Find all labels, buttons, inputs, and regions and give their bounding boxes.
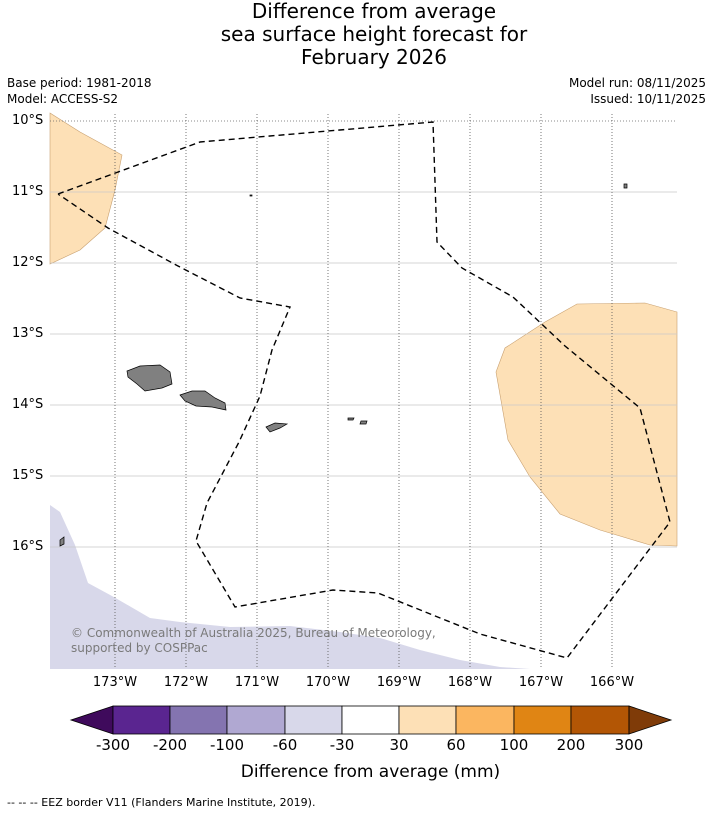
colorbar-tick-5: 30 bbox=[389, 736, 409, 754]
lat-label-16s: 16°S bbox=[12, 539, 44, 554]
lat-label-12s: 12°S bbox=[12, 255, 44, 270]
colorbar-tick-7: 100 bbox=[499, 736, 529, 754]
lon-label-173w: 173°W bbox=[92, 675, 138, 690]
island-ofu bbox=[347, 417, 355, 421]
colorbar-bin-2 bbox=[169, 705, 228, 735]
chart-title: Difference from average sea surface heig… bbox=[0, 0, 713, 69]
lon-label-170w: 170°W bbox=[305, 675, 351, 690]
lon-label-167w: 167°W bbox=[518, 675, 564, 690]
colorbar-bin-3 bbox=[226, 705, 286, 735]
colorbar-title: Difference from average (mm) bbox=[240, 762, 501, 782]
lat-label-11s: 11°S bbox=[12, 184, 44, 199]
lat-label-14s: 14°S bbox=[12, 397, 44, 412]
colorbar-bin-8 bbox=[513, 705, 572, 735]
positive-anomaly-region-west bbox=[49, 112, 123, 265]
island-small-2 bbox=[623, 183, 628, 189]
island-tau bbox=[359, 420, 368, 425]
base-period: Base period: 1981-2018 bbox=[7, 76, 152, 90]
island-small-1 bbox=[249, 194, 253, 197]
colorbar-extend-high bbox=[628, 705, 673, 735]
colorbar-tick-3: -60 bbox=[272, 736, 298, 754]
eez-border bbox=[57, 121, 671, 659]
island-tutuila bbox=[265, 422, 289, 433]
island-small-3 bbox=[59, 536, 65, 547]
lat-label-10s: 10°S bbox=[12, 113, 44, 128]
title-line-1: Difference from average bbox=[251, 0, 497, 23]
lon-label-172w: 172°W bbox=[163, 675, 209, 690]
colorbar-bin-7 bbox=[455, 705, 515, 735]
model-run: Model run: 08/11/2025 bbox=[568, 76, 706, 90]
colorbar-bin-4 bbox=[284, 705, 343, 735]
latitude-gridlines bbox=[50, 191, 677, 548]
copyright-notice: © Commonwealth of Australia 2025, Bureau… bbox=[71, 626, 436, 655]
land-islands bbox=[59, 183, 628, 547]
lon-label-171w: 171°W bbox=[234, 675, 280, 690]
model-name: Model: ACCESS-S2 bbox=[7, 92, 119, 106]
lat-label-15s: 15°S bbox=[12, 468, 44, 483]
lon-label-168w: 168°W bbox=[447, 675, 493, 690]
lat-label-13s: 13°S bbox=[12, 326, 44, 341]
title-line-3: February 2026 bbox=[301, 45, 447, 69]
meta-right: Model run: 08/11/2025 Issued: 10/11/2025 bbox=[569, 75, 706, 107]
colorbar-bin-1 bbox=[112, 705, 171, 735]
colorbar-tick-8: 200 bbox=[556, 736, 586, 754]
colorbar-tick-6: 60 bbox=[446, 736, 466, 754]
colorbar-tick-4: -30 bbox=[329, 736, 355, 754]
colorbar-tick-1: -200 bbox=[152, 736, 188, 754]
title-line-2: sea surface height forecast for bbox=[220, 22, 528, 46]
colorbar-bin-6 bbox=[398, 705, 457, 735]
colorbar-bin-5 bbox=[341, 705, 400, 735]
meta-left: Base period: 1981-2018 Model: ACCESS-S2 bbox=[7, 75, 152, 107]
island-savaii bbox=[126, 364, 173, 392]
island-upolu bbox=[179, 390, 227, 411]
colorbar-tick-9: 300 bbox=[614, 736, 644, 754]
eez-footnote: -- -- -- EEZ border V11 (Flanders Marine… bbox=[7, 796, 316, 809]
issued-date: Issued: 10/11/2025 bbox=[590, 92, 706, 106]
lon-label-169w: 169°W bbox=[376, 675, 422, 690]
colorbar-bin-9 bbox=[570, 705, 630, 735]
lon-label-166w: 166°W bbox=[589, 675, 635, 690]
longitude-gridlines bbox=[114, 114, 613, 669]
negative-anomaly-region bbox=[50, 505, 530, 669]
colorbar-tick-2: -100 bbox=[209, 736, 245, 754]
colorbar-extend-low bbox=[69, 705, 114, 735]
colorbar-tick-0: -300 bbox=[95, 736, 131, 754]
